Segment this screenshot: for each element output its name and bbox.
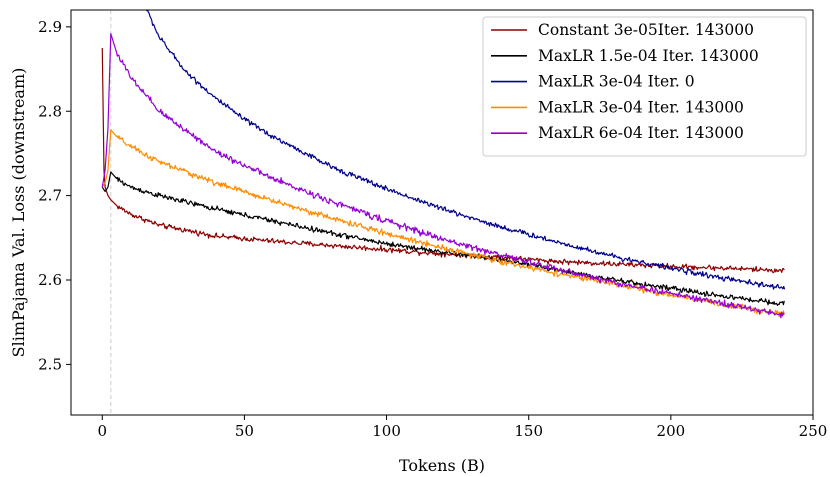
x-tick-label: 250 [799,422,828,440]
x-tick-label: 50 [235,422,254,440]
x-axis: 0 50 100 150 200 250 [97,415,827,440]
x-tick-label: 150 [514,422,543,440]
x-tick-label: 200 [657,422,686,440]
y-tick-label: 2.6 [38,271,62,289]
y-axis: 2.5 2.6 2.7 2.8 2.9 [38,18,71,373]
legend-entry: Constant 3e-05Iter. 143000 [538,21,754,39]
series-line-3 [145,10,786,290]
legend: Constant 3e-05Iter. 143000 MaxLR 1.5e-04 … [482,16,807,157]
y-tick-label: 2.8 [38,102,62,120]
legend-entry: MaxLR 1.5e-04 Iter. 143000 [538,47,759,65]
y-axis-label: SlimPajama Val. Loss (downstream) [9,68,28,358]
y-tick-label: 2.9 [38,18,62,36]
legend-entry: MaxLR 3e-04 Iter. 0 [538,73,695,91]
series-layer [101,10,786,319]
y-tick-label: 2.7 [38,187,62,205]
plot-area-frame [70,9,814,416]
legend-box [482,16,807,157]
legend-entry: MaxLR 3e-04 Iter. 143000 [538,98,744,116]
x-axis-label: Tokens (B) [399,456,485,475]
series-line-5 [101,33,785,319]
x-tick-label: 0 [97,422,107,440]
x-tick-label: 100 [372,422,401,440]
y-tick-label: 2.5 [38,355,62,373]
series-line-4 [101,129,785,318]
legend-entry: MaxLR 6e-04 Iter. 143000 [538,124,744,142]
